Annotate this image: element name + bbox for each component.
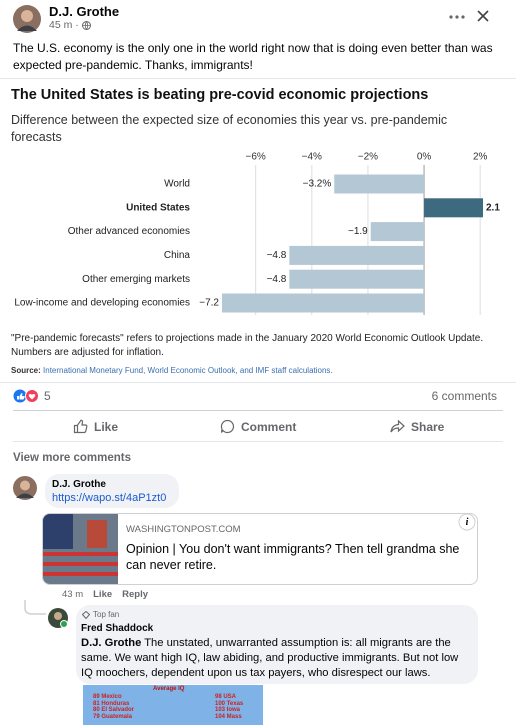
image-text: 100 Texas (215, 700, 244, 707)
post-text: The U.S. economy is the only one in the … (13, 41, 493, 72)
badge-label: Top fan (93, 610, 120, 619)
reply-text: D.J. Grothe The unstated, unwarranted as… (81, 636, 473, 681)
commenter-name[interactable]: D.J. Grothe (52, 479, 106, 490)
comment-button[interactable]: Comment (220, 419, 296, 434)
value-label: −4.8 (267, 250, 287, 261)
y-tick-label: Low-income and developing economies (14, 298, 190, 309)
comment-count[interactable]: 6 comments (431, 389, 497, 403)
image-text: 104 Mass (215, 713, 242, 720)
more-button[interactable] (448, 10, 466, 24)
value-label: −4.8 (267, 274, 287, 285)
chart-source: Source: International Monetary Fund, Wor… (11, 366, 333, 375)
chart-title: The United States is beating pre-covid e… (11, 87, 429, 103)
badge-icon (82, 610, 90, 619)
source-text[interactable]: International Monetary Fund, World Econo… (43, 366, 333, 375)
y-tick-label: Other emerging markets (82, 274, 190, 285)
preview-title: Opinion | You don't want immigrants? The… (126, 542, 460, 572)
globe-icon (81, 20, 91, 30)
commenter-avatar[interactable] (13, 476, 37, 500)
image-right-list: 98 USA 100 Texas 103 Iowa 104 Mass (215, 694, 243, 720)
share-icon (390, 419, 405, 433)
share-label: Share (411, 419, 445, 434)
reply-bubble: Top fan Fred Shaddock D.J. Grothe The un… (76, 605, 478, 684)
close-button[interactable] (476, 9, 490, 23)
author-avatar[interactable] (13, 5, 41, 33)
bar (222, 293, 425, 313)
comment-label: Comment (241, 419, 297, 434)
image-text: 81 Honduras (93, 700, 130, 707)
divider (0, 382, 516, 383)
comment-time[interactable]: 43 m (62, 589, 84, 600)
bar (289, 245, 425, 265)
y-tick-label: Other advanced economies (68, 226, 190, 237)
value-label: −7.2 (199, 298, 219, 309)
comment-link[interactable]: https://wapo.st/4aP1zt0 (52, 492, 167, 504)
author-name[interactable]: D.J. Grothe (49, 4, 120, 19)
x-tick-label: −6% (246, 152, 266, 163)
like-label: Like (94, 419, 119, 434)
source-label: Source: (11, 366, 41, 375)
divider (13, 441, 503, 442)
post-time[interactable]: 45 m · (49, 19, 79, 31)
comment-like[interactable]: Like (93, 589, 113, 600)
image-title: Average IQ (153, 686, 185, 692)
image-text: 103 Iowa (215, 707, 241, 713)
post-meta: 45 m · (49, 19, 91, 31)
bar (289, 269, 425, 289)
x-tick-label: −2% (358, 152, 378, 163)
chart: −6% −4% −2% 0% 2% World −3.2% United States 2.1 O… (14, 152, 500, 315)
link-preview[interactable]: WASHINGTONPOST.COM Opinion | You don't w… (42, 513, 478, 585)
reply-avatar[interactable] (48, 608, 68, 628)
share-button[interactable]: Share (390, 419, 444, 434)
image-text: 89 Mexico (93, 694, 122, 700)
bar (334, 174, 425, 194)
bar (424, 198, 483, 218)
comment-reply[interactable]: Reply (122, 589, 149, 600)
like-icon (73, 419, 88, 434)
preview-domain: WASHINGTONPOST.COM (126, 524, 241, 535)
y-tick-label: World (164, 179, 190, 190)
image-text: 79 Guatemala (93, 713, 133, 720)
reply-image[interactable]: Average IQ 89 Mexico 81 Honduras 80 El Sal… (83, 685, 263, 725)
preview-image (43, 514, 118, 584)
comment-footer: 43 m Like Reply (62, 589, 148, 600)
image-left-list: 89 Mexico 81 Honduras 80 El Salvador 79 Gua… (93, 694, 134, 720)
image-text: 80 El Salvador (93, 707, 135, 713)
image-text: 98 USA (215, 694, 237, 700)
y-tick-label: China (164, 250, 191, 261)
reply-mention[interactable]: D.J. Grothe (81, 637, 142, 649)
reaction-icons[interactable] (13, 389, 41, 403)
view-more-comments[interactable]: View more comments (13, 452, 132, 464)
reply-author[interactable]: Fred Shaddock (81, 623, 154, 634)
value-label: 2.1 (486, 202, 500, 213)
x-tick-label: 0% (417, 152, 432, 163)
value-label: −3.2% (303, 179, 332, 190)
reply-badge: Top fan (82, 610, 119, 619)
bar (370, 222, 425, 242)
info-icon[interactable]: i (458, 513, 476, 531)
comment-icon (220, 419, 235, 434)
reply-body: The unstated, unwarranted assumption is:… (81, 637, 459, 679)
y-tick-label: United States (126, 202, 190, 213)
divider (0, 78, 516, 79)
x-tick-label: −4% (302, 152, 322, 163)
comment-bubble: D.J. Grothe https://wapo.st/4aP1zt0 (45, 474, 179, 508)
chart-note: "Pre-pandemic forecasts" refers to proje… (11, 333, 484, 358)
like-button[interactable]: Like (73, 419, 118, 434)
value-label: −1.9 (348, 226, 368, 237)
x-tick-label: 2% (473, 152, 488, 163)
reaction-count[interactable]: 5 (44, 389, 51, 403)
divider (13, 410, 503, 411)
thread-line (24, 600, 46, 615)
chart-subtitle: Difference between the expected size of … (11, 113, 448, 144)
svg-text:i: i (466, 517, 469, 528)
